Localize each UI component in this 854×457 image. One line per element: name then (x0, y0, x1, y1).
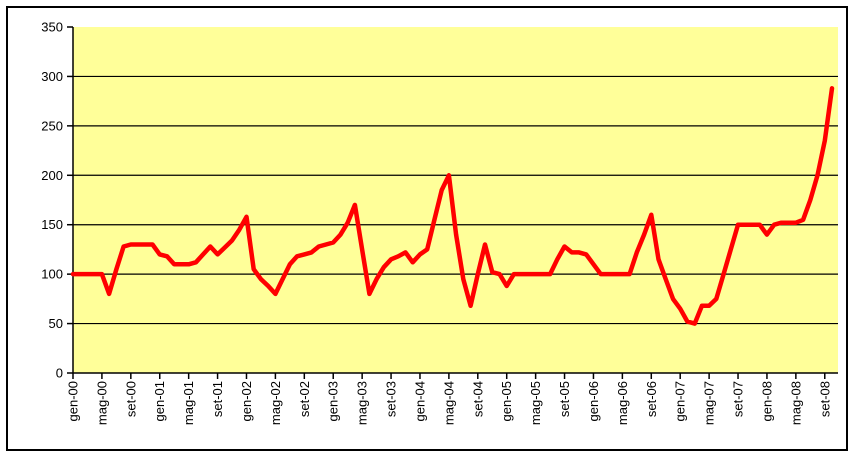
y-tick-label: 100 (41, 267, 63, 282)
x-tick-label: set-03 (384, 381, 399, 417)
grid-lines (73, 75, 838, 325)
x-tick-label: gen-05 (499, 381, 514, 421)
y-tick-label: 50 (49, 316, 63, 331)
x-tick-label: gen-08 (759, 381, 774, 421)
x-tick-label: mag-02 (268, 381, 283, 425)
x-tick-label: set-02 (297, 381, 312, 417)
x-tick-label: gen-01 (152, 381, 167, 421)
y-tick-label: 300 (41, 69, 63, 84)
x-tick-label: gen-07 (673, 381, 688, 421)
tick-marks (67, 26, 826, 379)
y-tick-label: 150 (41, 217, 63, 232)
x-tick-label: gen-00 (66, 381, 81, 421)
x-tick-label: gen-02 (239, 381, 254, 421)
x-tick-label: set-01 (210, 381, 225, 417)
x-tick-label: mag-05 (528, 381, 543, 425)
x-tick-label: mag-06 (615, 381, 630, 425)
outer-frame (6, 6, 848, 451)
y-tick-label: 350 (41, 20, 63, 35)
x-tick-label: mag-01 (181, 381, 196, 425)
x-axis-labels: gen-00 mag-00 set-00 gen-01 mag-01 set-01 gen-… (66, 381, 833, 425)
data-series-line (70, 86, 835, 326)
y-axis-labels: 0 50 100 150 200 250 300 350 (41, 20, 63, 381)
x-tick-label: set-04 (470, 381, 485, 417)
y-tick-label: 0 (56, 366, 63, 381)
x-tick-label: set-06 (644, 381, 659, 417)
x-tick-label: set-05 (557, 381, 572, 417)
x-tick-label: mag-07 (702, 381, 717, 425)
x-tick-label: gen-04 (412, 381, 427, 421)
x-tick-label: set-07 (731, 381, 746, 417)
x-tick-label: gen-06 (586, 381, 601, 421)
y-tick-label: 200 (41, 168, 63, 183)
x-tick-label: set-00 (123, 381, 138, 417)
x-tick-label: gen-03 (326, 381, 341, 421)
x-tick-label: mag-00 (94, 381, 109, 425)
x-tick-label: mag-03 (355, 381, 370, 425)
axes (72, 27, 838, 374)
plot-area (73, 27, 838, 373)
x-tick-label: set-08 (817, 381, 832, 417)
x-tick-label: mag-08 (788, 381, 803, 425)
x-tick-label: mag-04 (441, 381, 456, 425)
y-tick-label: 250 (41, 118, 63, 133)
